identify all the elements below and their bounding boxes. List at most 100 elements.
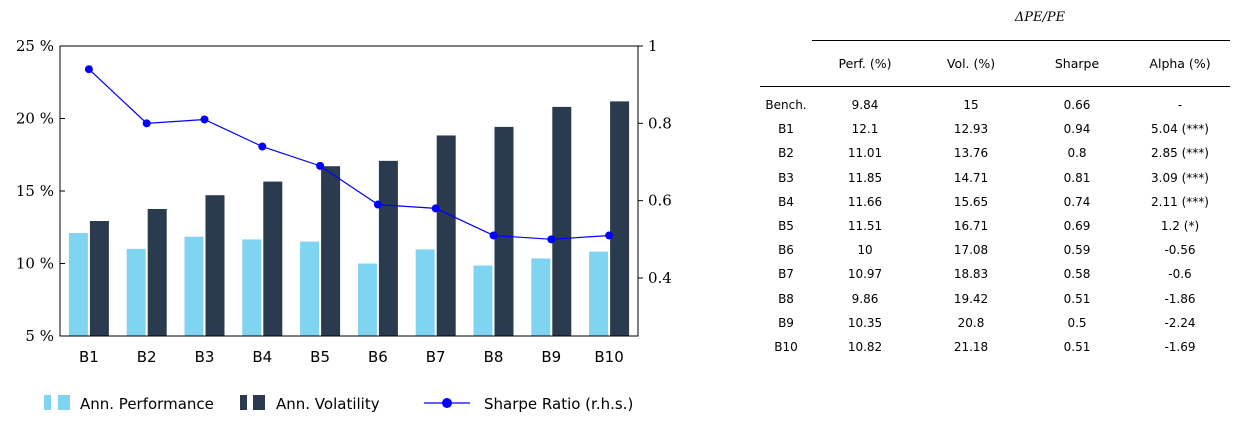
table-cell: 11.85 bbox=[847, 170, 883, 185]
table-cell: 0.94 bbox=[1063, 122, 1091, 137]
column-header: Vol. (%) bbox=[918, 40, 1024, 87]
sharpe-ratio-point bbox=[547, 235, 556, 244]
y-right-tick-label: 1 bbox=[648, 37, 658, 55]
table-cell: 0.51 bbox=[1063, 339, 1091, 354]
plot-frame bbox=[59, 45, 639, 337]
bar-ann-volatility bbox=[147, 208, 167, 336]
statistics-table-panel: ΔPE/PE Perf. (%) Vol. (%) Sharpe Alpha (… bbox=[760, 0, 1258, 436]
bar-ann-performance bbox=[473, 265, 493, 336]
bar-ann-performance bbox=[184, 236, 204, 336]
table-cell: -1.86 bbox=[1164, 291, 1196, 306]
sharpe-ratio-point bbox=[373, 200, 382, 209]
y-left-tick-label: 15 % bbox=[16, 182, 54, 200]
table-cell: 0.58 bbox=[1063, 267, 1091, 282]
table-cell: 12.93 bbox=[953, 122, 989, 137]
table-row: B2 11.01 13.76 0.8 2.85 (***) bbox=[760, 141, 1230, 165]
x-tick-label: B9 bbox=[541, 348, 561, 366]
table-cell: 11.01 bbox=[847, 146, 883, 161]
table-cell: 0.74 bbox=[1063, 194, 1091, 209]
sharpe-ratio-line bbox=[88, 68, 610, 240]
table-cell: 11.51 bbox=[847, 219, 883, 234]
table-cell: 9.86 bbox=[851, 291, 879, 306]
table-cell: 0.59 bbox=[1063, 243, 1091, 258]
table-row: Bench. 9.84 15 0.66 - bbox=[760, 87, 1230, 118]
table-cell: 10 bbox=[857, 243, 873, 258]
table-header-row: Perf. (%) Vol. (%) Sharpe Alpha (%) bbox=[760, 40, 1230, 87]
table-cell: 10.82 bbox=[847, 339, 883, 354]
table-cell: 14.71 bbox=[953, 170, 989, 185]
bar-ann-performance bbox=[126, 248, 146, 336]
x-tick-label: B1 bbox=[79, 348, 99, 366]
y-left-tick-label: 5 % bbox=[25, 327, 54, 345]
table-cell: 20.8 bbox=[957, 315, 985, 330]
table-cell: -0.6 bbox=[1168, 267, 1192, 282]
y-left-tick-label: 10 % bbox=[16, 255, 54, 273]
table-cell: - bbox=[1177, 98, 1183, 113]
legend-label-performance: Ann. Performance bbox=[80, 395, 214, 413]
bar-ann-performance bbox=[300, 241, 320, 336]
table-cell: -0.56 bbox=[1164, 243, 1196, 258]
y-right-tick-label: 0.8 bbox=[648, 114, 672, 132]
table-cell: 0.69 bbox=[1063, 219, 1091, 234]
table-cell: 10.35 bbox=[847, 315, 883, 330]
sharpe-ratio-point bbox=[489, 231, 498, 240]
x-tick-label: B4 bbox=[252, 348, 272, 366]
sharpe-ratio-point bbox=[142, 119, 151, 128]
table-row: B3 11.85 14.71 0.81 3.09 (***) bbox=[760, 166, 1230, 190]
y-right-tick-label: 0.4 bbox=[648, 269, 672, 287]
table-row: B4 11.66 15.65 0.74 2.11 (***) bbox=[760, 190, 1230, 214]
x-tick-label: B3 bbox=[195, 348, 215, 366]
table-cell: 15 bbox=[963, 98, 979, 113]
y-left-tick-label: 25 % bbox=[16, 37, 54, 55]
statistics-table: Perf. (%) Vol. (%) Sharpe Alpha (%) Benc… bbox=[760, 40, 1230, 359]
legend-swatch-volatility bbox=[253, 395, 265, 410]
table-cell: -2.24 bbox=[1164, 315, 1196, 330]
y-left-tick-label: 20 % bbox=[16, 110, 54, 128]
row-label: B7 bbox=[778, 267, 794, 282]
legend-label-volatility: Ann. Volatility bbox=[276, 395, 380, 413]
table-cell: 17.08 bbox=[953, 243, 989, 258]
column-header: Alpha (%) bbox=[1130, 40, 1230, 87]
table-cell: 15.65 bbox=[953, 194, 989, 209]
x-tick-label: B6 bbox=[368, 348, 388, 366]
table-cell: 0.51 bbox=[1063, 291, 1091, 306]
row-label: B9 bbox=[778, 315, 794, 330]
legend-swatch-performance bbox=[44, 395, 51, 410]
row-label: B3 bbox=[778, 170, 794, 185]
table-cell: 0.66 bbox=[1063, 98, 1091, 113]
legend-swatch-performance bbox=[58, 395, 70, 410]
table-row: B10 10.82 21.18 0.51 -1.69 bbox=[760, 335, 1230, 359]
x-tick-label: B8 bbox=[484, 348, 504, 366]
table-cell: 16.71 bbox=[953, 219, 989, 234]
sharpe-ratio-point bbox=[431, 204, 440, 213]
table-row: B6 10 17.08 0.59 -0.56 bbox=[760, 238, 1230, 262]
bar-ann-performance bbox=[242, 239, 262, 336]
bar-ann-volatility bbox=[321, 166, 341, 336]
x-tick-label: B7 bbox=[426, 348, 446, 366]
sharpe-ratio-point bbox=[84, 65, 93, 74]
row-label: B2 bbox=[778, 146, 794, 161]
table-row: B1 12.1 12.93 0.94 5.04 (***) bbox=[760, 117, 1230, 141]
table-cell: 13.76 bbox=[953, 146, 989, 161]
row-label: B1 bbox=[778, 122, 794, 137]
column-header: Perf. (%) bbox=[812, 40, 918, 87]
row-label: B10 bbox=[774, 339, 798, 354]
row-label: B5 bbox=[778, 219, 794, 234]
legend-marker-sharpe bbox=[442, 398, 452, 408]
table-cell: 9.84 bbox=[851, 98, 879, 113]
bar-ann-volatility bbox=[89, 221, 109, 336]
bar-ann-performance bbox=[357, 263, 377, 336]
bar-ann-performance bbox=[68, 233, 88, 336]
table-title: ΔPE/PE bbox=[1014, 10, 1066, 25]
bar-ann-performance bbox=[415, 249, 435, 336]
table-cell: 21.18 bbox=[953, 339, 989, 354]
table-cell: 3.09 (***) bbox=[1151, 170, 1209, 185]
y-right-tick-label: 0.6 bbox=[648, 192, 672, 210]
column-header bbox=[760, 40, 812, 87]
bar-ann-volatility bbox=[552, 106, 572, 337]
sharpe-ratio-point bbox=[316, 161, 325, 170]
x-tick-label: B2 bbox=[137, 348, 157, 366]
table-row: B8 9.86 19.42 0.51 -1.86 bbox=[760, 287, 1230, 311]
bar-ann-volatility bbox=[263, 181, 283, 336]
sharpe-ratio-point bbox=[200, 115, 209, 124]
